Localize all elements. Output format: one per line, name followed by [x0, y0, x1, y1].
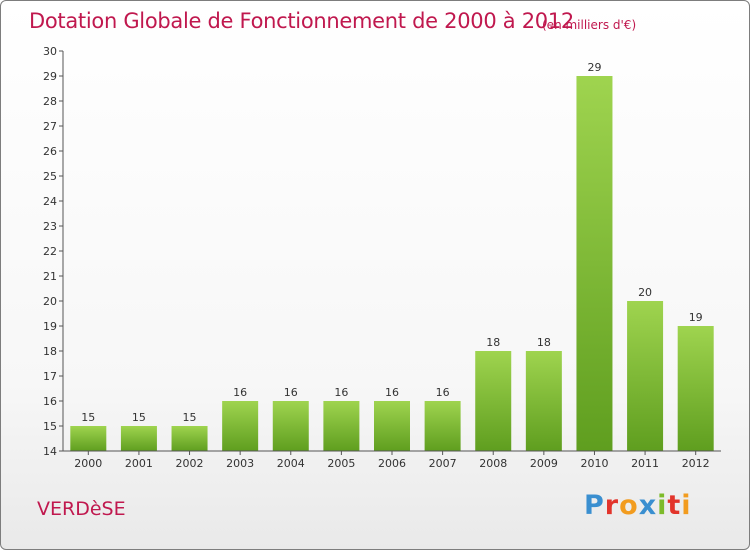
value-label-2004: 16	[284, 386, 298, 399]
chart-title: Dotation Globale de Fonctionnement de 20…	[29, 9, 574, 33]
logo-letter: o	[619, 490, 639, 521]
y-tick-label: 16	[43, 395, 57, 408]
value-label-2005: 16	[334, 386, 348, 399]
y-tick-label: 23	[43, 220, 57, 233]
value-label-2002: 15	[183, 411, 197, 424]
bar-2012	[677, 326, 714, 451]
bar-2005	[323, 401, 360, 451]
bar-2008	[475, 351, 512, 451]
y-tick-label: 30	[43, 45, 57, 58]
logo-letter: i	[681, 490, 692, 521]
x-tick-label-2001: 2001	[125, 457, 153, 470]
x-tick-label-2008: 2008	[479, 457, 507, 470]
x-tick-label-2000: 2000	[74, 457, 102, 470]
x-tick-label-2003: 2003	[226, 457, 254, 470]
y-axis: 14 15 16 17 18 19 20 21 22 23 24 25 26 27 28 29 30	[43, 45, 64, 458]
logo-letter: P	[584, 490, 605, 521]
x-tick-label-2007: 2007	[429, 457, 457, 470]
y-tick-label: 24	[43, 195, 57, 208]
value-label-2012: 19	[689, 311, 703, 324]
bar-2007	[424, 401, 461, 451]
y-tick-label: 20	[43, 295, 57, 308]
y-tick-label: 15	[43, 420, 57, 433]
unit-note: (en milliers d'€)	[542, 18, 637, 32]
x-tick-label-2004: 2004	[277, 457, 305, 470]
x-tick-label-2012: 2012	[682, 457, 710, 470]
bar-2010	[576, 76, 613, 451]
x-tick-label-2011: 2011	[631, 457, 659, 470]
y-tick-label: 21	[43, 270, 57, 283]
y-tick-label: 19	[43, 320, 57, 333]
value-label-2003: 16	[233, 386, 247, 399]
x-tick-label-2009: 2009	[530, 457, 558, 470]
y-tick-label: 25	[43, 170, 57, 183]
value-label-2009: 18	[537, 336, 551, 349]
y-tick-label: 28	[43, 95, 57, 108]
x-tick-label-2006: 2006	[378, 457, 406, 470]
value-label-2001: 15	[132, 411, 146, 424]
y-tick-label: 22	[43, 245, 57, 258]
value-label-2006: 16	[385, 386, 399, 399]
bar-2011	[627, 301, 664, 451]
value-label-2000: 15	[81, 411, 95, 424]
proxiti-logo: Proxiti	[584, 490, 692, 521]
bar-2003	[222, 401, 259, 451]
value-label-2007: 16	[436, 386, 450, 399]
bar-2004	[272, 401, 309, 451]
x-tick-label-2002: 2002	[176, 457, 204, 470]
y-tick-label: 17	[43, 370, 57, 383]
bar-2002	[171, 426, 208, 451]
y-tick-label: 27	[43, 120, 57, 133]
bar-2006	[374, 401, 410, 451]
bar-2009	[525, 351, 562, 451]
value-label-2011: 20	[638, 286, 652, 299]
y-tick-label: 26	[43, 145, 57, 158]
y-tick-label: 14	[43, 445, 57, 458]
logo-letter: i	[657, 490, 668, 521]
commune-name: VERDèSE	[37, 498, 126, 520]
x-tick-label-2005: 2005	[327, 457, 355, 470]
y-tick-label: 29	[43, 70, 57, 83]
bar-2000	[70, 426, 107, 451]
logo-letter: x	[638, 490, 658, 521]
bars: 15 15 15 16 16 16 16 16 18 18 29 20 19	[70, 61, 714, 451]
bar-2001	[120, 426, 157, 451]
x-axis: 2000 2001 2002 2003 2004 2005 2006 2007 2008 2009…	[63, 450, 721, 470]
y-tick-label: 18	[43, 345, 57, 358]
value-label-2010: 29	[587, 61, 601, 74]
x-tick-label-2010: 2010	[580, 457, 608, 470]
logo-letter: r	[604, 490, 620, 521]
value-label-2008: 18	[486, 336, 500, 349]
logo-letter: t	[667, 490, 682, 521]
